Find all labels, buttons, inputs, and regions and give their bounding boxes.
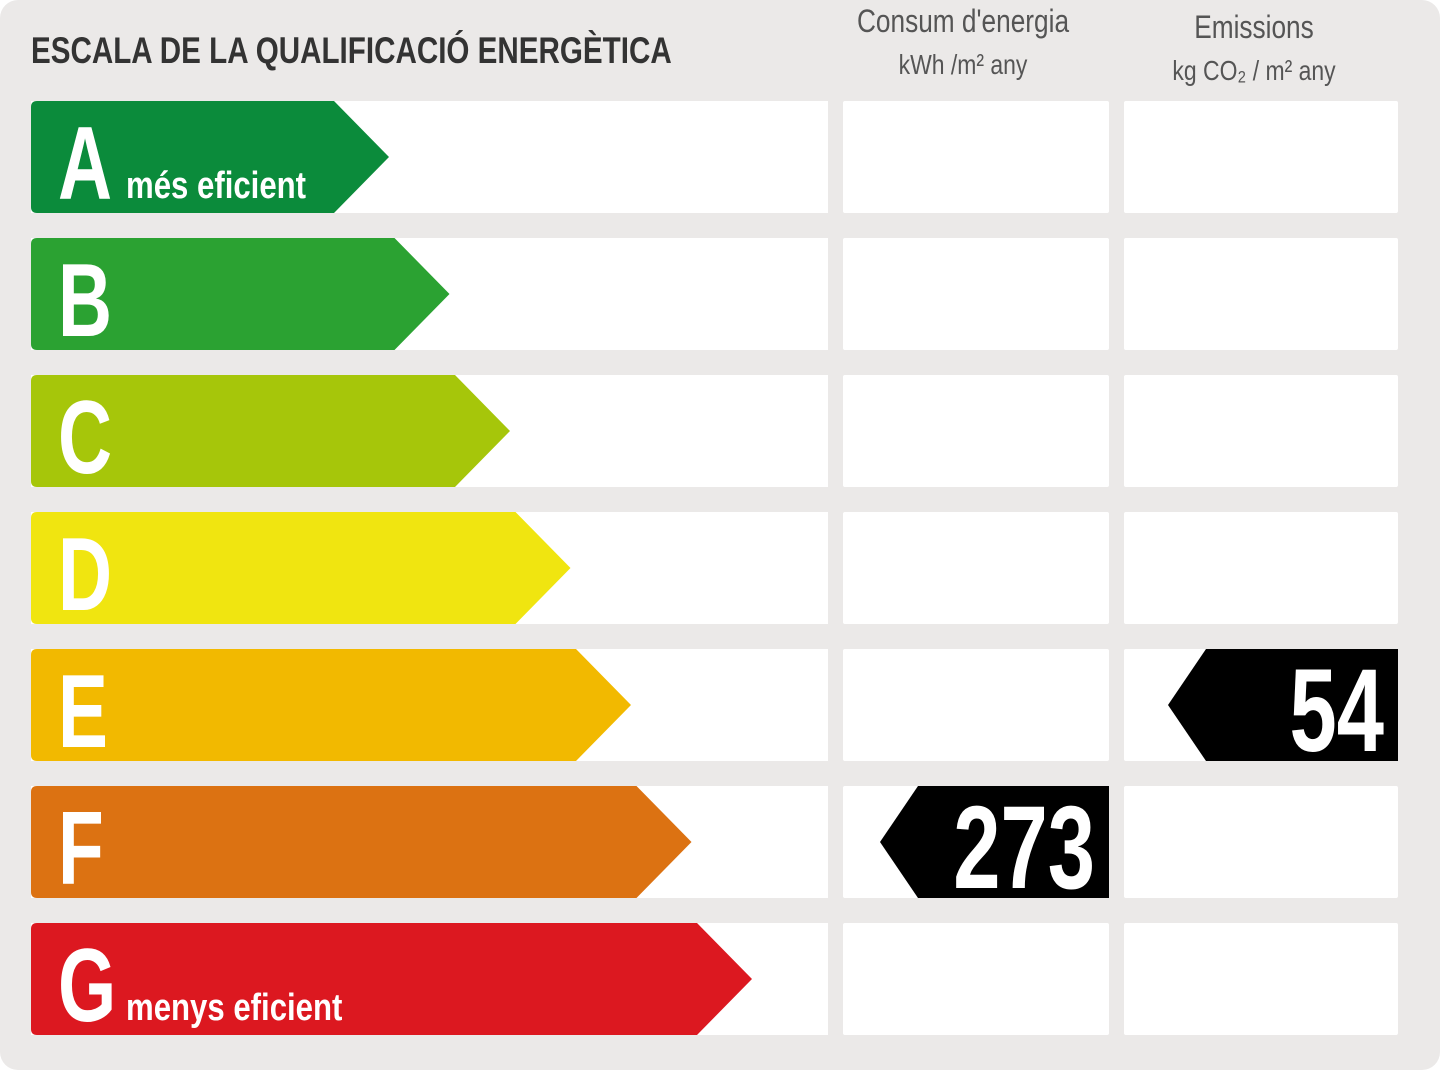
- rating-label-group: menys eficient: [126, 987, 343, 1029]
- rating-letter-group: E: [58, 654, 108, 770]
- rating-letter: B: [58, 243, 112, 359]
- rating-letter-group: A: [58, 106, 112, 222]
- value: 54: [1290, 644, 1384, 776]
- value-group: 54: [1290, 644, 1384, 776]
- column-unit: kWh /m² any: [899, 50, 1028, 81]
- rating-arrow: [31, 375, 510, 487]
- rating-arrow: [31, 923, 752, 1035]
- cell: [843, 649, 1109, 761]
- rating-arrow: [31, 512, 571, 624]
- cell: [843, 238, 1109, 350]
- rating-letter: E: [58, 654, 108, 770]
- column-title: Consum d'energia: [857, 5, 1070, 40]
- rating-letter: D: [58, 517, 112, 633]
- column-title-group: Consum d'energia: [857, 5, 1070, 40]
- cell: [1124, 923, 1398, 1035]
- cell: [1124, 375, 1398, 487]
- value-group: 273: [953, 781, 1095, 913]
- title: ESCALA DE LA QUALIFICACIÓ ENERGÈTICA: [31, 30, 672, 72]
- rating-letter: C: [58, 380, 112, 496]
- value-badge: [880, 786, 1109, 898]
- cell: [843, 512, 1109, 624]
- title-group: ESCALA DE LA QUALIFICACIÓ ENERGÈTICA: [31, 30, 672, 72]
- cell: [1124, 238, 1398, 350]
- value: 273: [953, 781, 1095, 913]
- cell: [843, 923, 1109, 1035]
- cell: [1124, 101, 1398, 213]
- rating-letter: F: [58, 791, 104, 907]
- cell: [843, 375, 1109, 487]
- rating-arrow: [31, 649, 631, 761]
- column-unit-group: kg CO₂ / m² any: [1172, 56, 1335, 87]
- rating-letter-group: G: [58, 928, 116, 1044]
- rating-letter-group: F: [58, 791, 104, 907]
- column-unit-group: kWh /m² any: [899, 50, 1028, 81]
- rating-letter: G: [58, 928, 116, 1044]
- rating-label: més eficient: [126, 165, 306, 207]
- cell: [1124, 512, 1398, 624]
- column-title-group: Emissions: [1194, 11, 1314, 46]
- value-badge: [1168, 649, 1398, 761]
- rating-letter: A: [58, 106, 112, 222]
- column-unit: kg CO₂ / m² any: [1172, 56, 1335, 87]
- rating-arrow: [31, 238, 450, 350]
- cell: [1124, 786, 1398, 898]
- rating-label: menys eficient: [126, 987, 343, 1029]
- rating-letter-group: C: [58, 380, 112, 496]
- rating-letter-group: D: [58, 517, 112, 633]
- rating-arrow: [31, 786, 692, 898]
- column-title: Emissions: [1194, 11, 1314, 46]
- cell: [843, 101, 1109, 213]
- rating-letter-group: B: [58, 243, 112, 359]
- rating-label-group: més eficient: [126, 165, 306, 207]
- rating-arrow: [31, 101, 389, 213]
